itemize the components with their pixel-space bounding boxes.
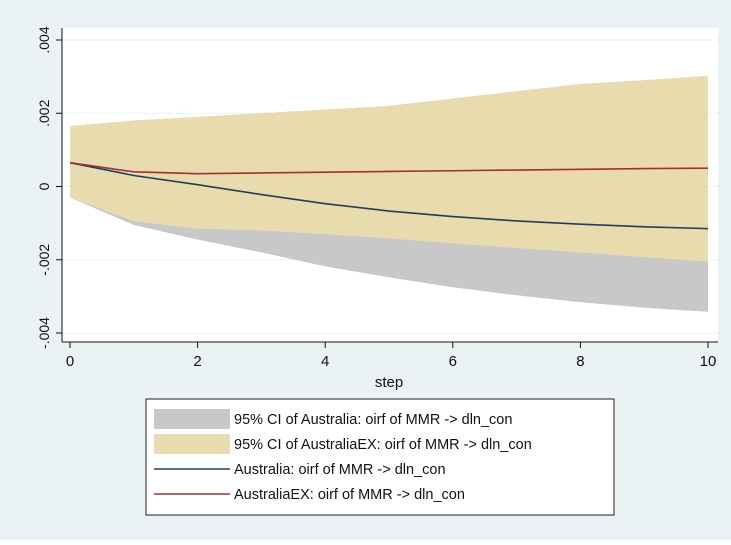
y-tick-label: -.004 [36,317,52,349]
legend-label: 95% CI of AustraliaEX: oirf of MMR -> dl… [234,437,532,453]
legend-label: 95% CI of Australia: oirf of MMR -> dln_… [234,412,512,428]
legend-label: AustraliaEX: oirf of MMR -> dln_con [234,487,465,503]
confidence-bands [70,75,708,312]
y-tick-label: 0 [36,182,52,190]
series-lines [69,161,709,230]
australiaex-line [69,161,709,175]
australiaex-ci-band [70,75,708,262]
y-tick-label: .004 [36,26,52,53]
australia-line [69,161,709,230]
x-tick-label: 8 [576,353,584,370]
axes: -.004 -.002 0 .002 .004 0 2 4 6 8 10 [36,26,718,370]
x-tick-label: 0 [66,353,74,370]
x-tick-label: 10 [700,353,717,370]
legend-key-australia-ci [154,409,230,429]
y-tick-label: .002 [36,99,52,126]
legend-label: Australia: oirf of MMR -> dln_con [234,462,446,478]
legend-key-australiaex-ci [154,434,230,454]
y-tick-label: -.002 [36,244,52,276]
x-tick-label: 4 [321,353,329,370]
x-tick-label: 6 [449,353,457,370]
legend: 95% CI of Australia: oirf of MMR -> dln_… [145,398,615,516]
x-tick-label: 2 [193,353,201,370]
x-axis-label: step [375,374,403,391]
